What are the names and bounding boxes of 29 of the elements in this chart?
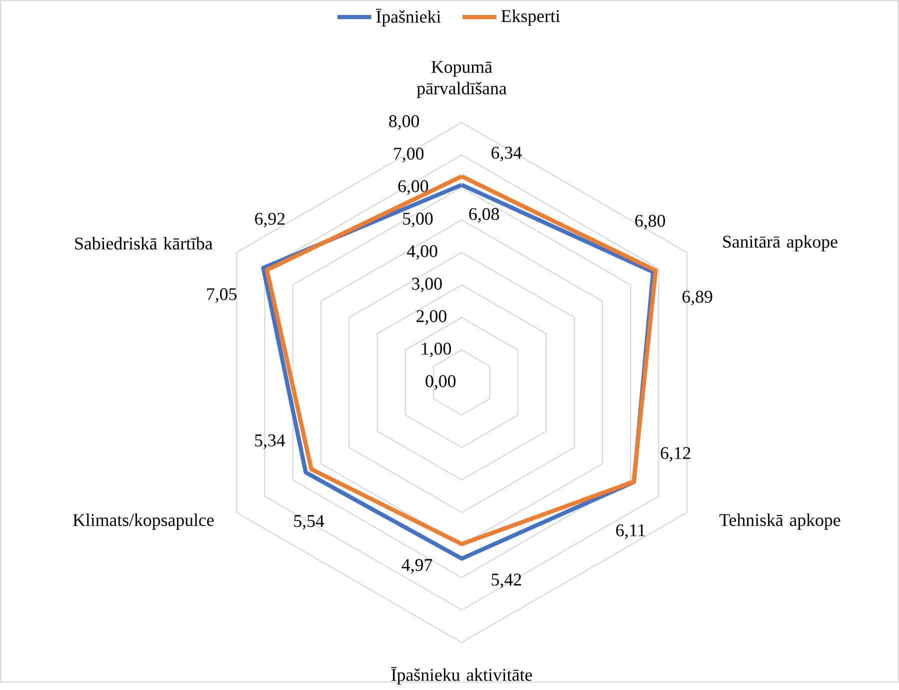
data-label: 6,92 [255, 212, 285, 228]
y-tick-label: 1,00 [422, 342, 451, 358]
legend-label: Eksperti [501, 9, 560, 26]
data-label: 7,05 [207, 288, 236, 303]
data-label: 4,97 [402, 558, 432, 574]
spoke-label: Tehniskā apkope [719, 513, 840, 530]
y-tick-label: 5,00 [403, 212, 433, 228]
spoke-label: Sanitārā apkope [723, 235, 838, 252]
data-label: 5,34 [255, 434, 286, 449]
data-label: 6,80 [635, 214, 666, 230]
y-tick-label: 0,00 [426, 374, 456, 390]
data-label: 6,08 [469, 208, 499, 222]
spoke-label: Īpašnieku aktivitāte [391, 666, 532, 684]
y-tick-label: 4,00 [407, 244, 438, 260]
y-tick-label: 7,00 [394, 147, 424, 162]
y-tick-label: 3,00 [412, 277, 442, 292]
data-label: 6,11 [616, 524, 645, 539]
legend-label: Īpašnieki [376, 8, 441, 26]
y-tick-label: 6,00 [398, 180, 428, 195]
y-tick-label: 2,00 [416, 310, 446, 325]
data-label: 5,42 [492, 573, 522, 588]
data-label: 6,89 [682, 290, 712, 306]
spoke-label: Klimats/kopsapulce [73, 513, 214, 530]
data-label: 6,12 [660, 446, 690, 462]
data-label: 5,54 [294, 514, 324, 530]
spoke-label: Sabiedriskā kārtība [75, 236, 213, 250]
spoke-label: Kopumā pārvaldīšana [416, 60, 507, 98]
data-label: 6,34 [492, 146, 522, 162]
y-tick-label: 8,00 [389, 114, 419, 130]
